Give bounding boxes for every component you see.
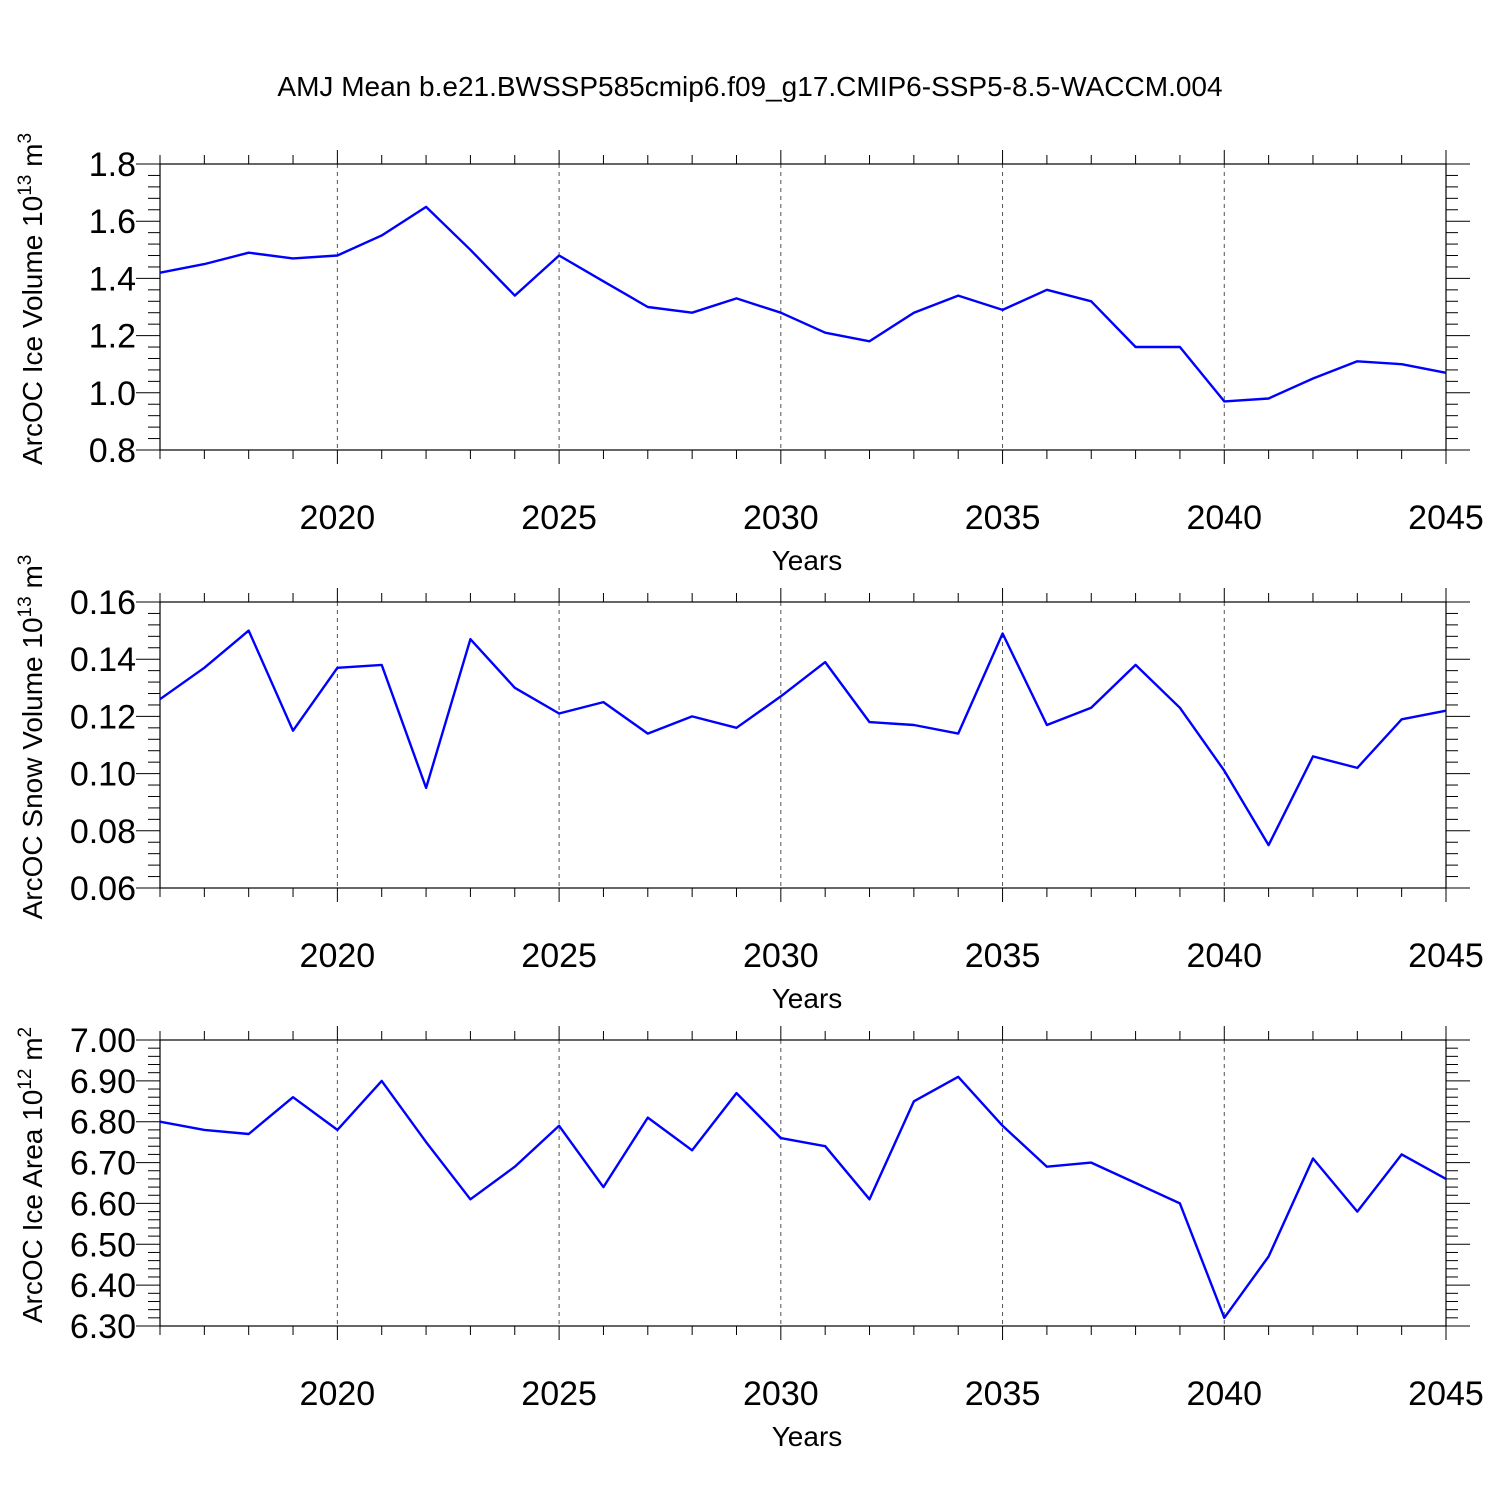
x-tick-label: 2030 <box>743 1375 819 1413</box>
y-tick-label: 6.80 <box>70 1104 136 1142</box>
y-tick-label: 1.4 <box>89 260 136 298</box>
x-tick-label: 2020 <box>300 937 376 975</box>
x-tick-label: 2020 <box>300 499 376 537</box>
y-tick-label: 1.0 <box>89 375 136 413</box>
y-tick-label: 1.8 <box>89 146 136 184</box>
x-tick-label: 2035 <box>965 1375 1041 1413</box>
x-tick-label: 2040 <box>1186 499 1262 537</box>
x-tick-label: 2025 <box>521 499 597 537</box>
x-axis-label: Years <box>772 545 843 576</box>
figure-title: AMJ Mean b.e21.BWSSP585cmip6.f09_g17.CMI… <box>277 71 1222 102</box>
y-tick-label: 1.2 <box>89 318 136 356</box>
y-tick-label: 1.6 <box>89 203 136 241</box>
y-tick-label: 0.12 <box>70 698 136 736</box>
y-tick-label: 6.60 <box>70 1185 136 1223</box>
x-axis-label: Years <box>772 983 843 1014</box>
y-tick-label: 6.70 <box>70 1145 136 1183</box>
y-tick-label: 7.00 <box>70 1022 136 1060</box>
y-tick-label: 0.8 <box>89 432 136 470</box>
plot-frame <box>159 163 1447 451</box>
x-tick-label: 2040 <box>1186 937 1262 975</box>
y-tick-label: 6.30 <box>70 1308 136 1346</box>
x-tick-label: 2025 <box>521 937 597 975</box>
y-tick-label: 0.10 <box>70 756 136 794</box>
series-line <box>159 629 1447 847</box>
y-axis-label: ArcOC Ice Volume 1013 m3 <box>15 133 48 465</box>
x-tick-label: 2035 <box>965 499 1041 537</box>
x-tick-label: 2025 <box>521 1375 597 1413</box>
plot-frame <box>159 1039 1447 1327</box>
chart-panel-3: 2020 2025 2030 2035 2040 2045 6.306.406.506.60… <box>15 1022 1484 1452</box>
series-line <box>159 1075 1447 1320</box>
y-tick-label: 0.14 <box>70 641 136 679</box>
y-tick-label: 0.06 <box>70 870 136 908</box>
x-tick-label: 2045 <box>1408 499 1484 537</box>
x-axis-label: Years <box>772 1421 843 1452</box>
y-tick-label: 0.08 <box>70 813 136 851</box>
chart-panel-1: 2020 2025 2030 2035 2040 2045 0.8 1.0 1.2 1.4 1.6 1… <box>15 133 1484 576</box>
x-tick-label: 2040 <box>1186 1375 1262 1413</box>
x-tick-label: 2045 <box>1408 937 1484 975</box>
x-tick-label: 2030 <box>743 499 819 537</box>
plot-frame <box>159 601 1447 889</box>
x-tick-label: 2030 <box>743 937 819 975</box>
y-tick-label: 6.90 <box>70 1063 136 1101</box>
y-tick-label: 6.50 <box>70 1226 136 1264</box>
y-tick-label: 0.16 <box>70 584 136 622</box>
series-line <box>159 205 1447 403</box>
y-tick-label: 6.40 <box>70 1267 136 1305</box>
y-axis-label: ArcOC Ice Area 1012 m2 <box>15 1027 48 1323</box>
x-tick-label: 2035 <box>965 937 1041 975</box>
x-tick-label: 2045 <box>1408 1375 1484 1413</box>
y-axis-label: ArcOC Snow Volume 1013 m3 <box>15 555 48 920</box>
x-tick-label: 2020 <box>300 1375 376 1413</box>
chart-panel-2: 2020 2025 2030 2035 2040 2045 0.06 0.08 0.10 0.12… <box>15 555 1484 1014</box>
